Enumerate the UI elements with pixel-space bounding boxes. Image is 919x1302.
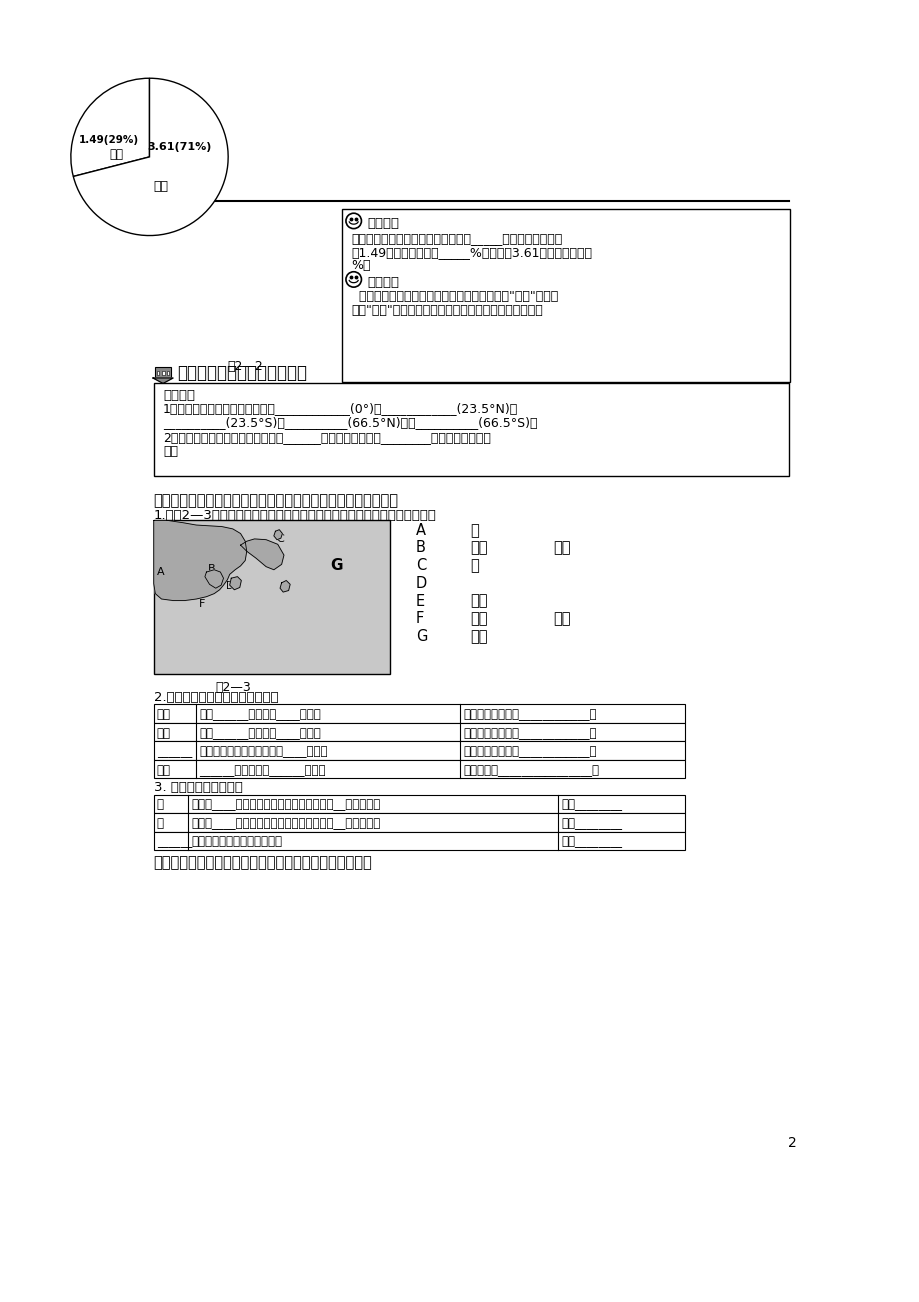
Text: 2、五带的划分：南北回归线之间是______带，北极圈以内是________带，南极圈以内是: 2、五带的划分：南北回归线之间是______带，北极圈以内是________带，… xyxy=(163,431,491,444)
Text: 例：________: 例：________ xyxy=(561,836,622,849)
Text: ______和它周围的______合起来: ______和它周围的______合起来 xyxy=(199,764,325,777)
Text: （一）读图认识大陆、半岛、岛屿、海、海峡、洋等地理事物。: （一）读图认识大陆、半岛、岛屿、海、海峡、洋等地理事物。 xyxy=(153,492,398,508)
Text: D: D xyxy=(415,575,426,591)
Text: 大洲: 大洲 xyxy=(156,764,171,777)
Polygon shape xyxy=(240,539,284,570)
Bar xyxy=(162,371,165,375)
Text: %。: %。 xyxy=(351,259,370,272)
Polygon shape xyxy=(153,521,246,600)
Text: G: G xyxy=(330,559,343,573)
Text: 知识准备: 知识准备 xyxy=(163,389,195,402)
Text: 海峡: 海峡 xyxy=(470,540,487,556)
Text: 世界最大的岛屿是____________。: 世界最大的岛屿是____________。 xyxy=(462,727,596,740)
Text: 为1.49亿平方千米，占_____%；海洋为3.61亿平方千米，占: 为1.49亿平方千米，占_____%；海洋为3.61亿平方千米，占 xyxy=(351,246,592,259)
Wedge shape xyxy=(71,78,149,177)
Text: 图2—2: 图2—2 xyxy=(227,361,263,374)
Text: 动动手：: 动动手： xyxy=(368,217,399,230)
Text: 带。: 带。 xyxy=(163,445,178,458)
Text: A: A xyxy=(415,523,425,538)
Text: D: D xyxy=(225,581,233,591)
Text: __________(23.5°S)、__________(66.5°N)、和__________(66.5°S)。: __________(23.5°S)、__________(66.5°N)、和_… xyxy=(163,417,537,430)
Text: 洋: 洋 xyxy=(470,559,478,573)
Bar xyxy=(153,812,684,832)
Text: 人们当初给地球起名的时候，为什么把它叫做"地球"，而不: 人们当初给地球起名的时候，为什么把它叫做"地球"，而不 xyxy=(351,290,558,303)
Bar xyxy=(153,760,684,779)
Text: G: G xyxy=(415,629,426,644)
Bar xyxy=(153,723,684,741)
Text: ______: ______ xyxy=(156,836,192,849)
Text: 例：________: 例：________ xyxy=(561,798,622,811)
Text: ______: ______ xyxy=(156,745,192,758)
Text: 大陆: 大陆 xyxy=(156,708,171,721)
Text: 1、在地图上找出五条重要纬线：____________(0°)、____________(23.5°N)、: 1、在地图上找出五条重要纬线：____________(0°)、________… xyxy=(163,402,517,415)
Bar xyxy=(156,371,159,375)
Bar xyxy=(153,521,390,674)
Bar xyxy=(155,367,171,378)
Text: 岛屿: 岛屿 xyxy=(156,727,171,740)
Text: A: A xyxy=(156,566,165,577)
Polygon shape xyxy=(279,581,289,592)
Text: 陆地伸进海洋的凸出部分，____面环海: 陆地伸进海洋的凸出部分，____面环海 xyxy=(199,745,327,758)
Text: B: B xyxy=(208,564,215,574)
Text: O: O xyxy=(233,579,240,589)
Bar xyxy=(342,208,789,381)
Text: 1.49(29%): 1.49(29%) xyxy=(78,134,139,145)
Text: 陆地: 陆地 xyxy=(552,612,570,626)
Polygon shape xyxy=(230,577,241,590)
Text: 1.读图2—3，图中字母代表不同的地理事物，将它们对号入座，用线连接。: 1.读图2—3，图中字母代表不同的地理事物，将它们对号入座，用线连接。 xyxy=(153,509,437,522)
Text: 洋: 洋 xyxy=(156,798,164,811)
Bar xyxy=(153,832,684,850)
Text: 海洋的____（中心、边缘）部分，离大陆较__（远、近）: 海洋的____（中心、边缘）部分，离大陆较__（远、近） xyxy=(191,798,380,811)
Text: e: e xyxy=(284,583,289,592)
Text: 海洋: 海洋 xyxy=(153,180,168,193)
Text: 动动脑：: 动动脑： xyxy=(368,276,399,289)
Text: 陆地: 陆地 xyxy=(109,148,123,161)
Text: 2.区分大洲、大陆、岛屿、半岛：: 2.区分大洲、大陆、岛屿、半岛： xyxy=(153,691,278,704)
Text: 大陆: 大陆 xyxy=(470,594,487,608)
Text: B: B xyxy=(415,540,425,556)
Text: 面积______的陆地，____面环海: 面积______的陆地，____面环海 xyxy=(199,727,321,740)
Bar xyxy=(153,794,684,812)
Text: 海: 海 xyxy=(470,523,478,538)
Text: 半岛: 半岛 xyxy=(470,629,487,644)
Text: 2: 2 xyxy=(787,1135,796,1150)
Text: F: F xyxy=(415,612,424,626)
Wedge shape xyxy=(74,78,228,236)
Text: 最大的洲是________________。: 最大的洲是________________。 xyxy=(462,764,598,777)
Text: 叫做"水球"呢？现在要不要给我们居住的星球改名字呢？: 叫做"水球"呢？现在要不要给我们居住的星球改名字呢？ xyxy=(351,305,542,318)
Text: （二）读图和填图，认识七大洲和四大洋的位置和特点。: （二）读图和填图，认识七大洲和四大洋的位置和特点。 xyxy=(153,855,372,871)
Text: 例：________: 例：________ xyxy=(561,816,622,829)
Text: 学习主题二：七大洲和四大洋: 学习主题二：七大洲和四大洋 xyxy=(176,365,307,383)
Bar xyxy=(153,741,684,760)
Text: 世界最大的半岛是____________。: 世界最大的半岛是____________。 xyxy=(462,745,596,758)
Bar xyxy=(153,704,684,723)
Bar xyxy=(153,383,789,475)
Bar xyxy=(166,371,169,375)
Text: 图2—3: 图2—3 xyxy=(215,681,250,694)
Text: C: C xyxy=(415,559,425,573)
Text: 是沟通两个海洋的狭窄水道。: 是沟通两个海洋的狭窄水道。 xyxy=(191,836,281,849)
Text: C: C xyxy=(276,534,284,543)
Text: 海: 海 xyxy=(156,816,164,829)
Polygon shape xyxy=(153,378,173,383)
Text: F: F xyxy=(199,599,205,609)
Text: 海洋: 海洋 xyxy=(552,540,570,556)
Text: 面积______的陆地，____面环海: 面积______的陆地，____面环海 xyxy=(199,708,321,721)
Text: 3. 区分洋、海、海峡：: 3. 区分洋、海、海峡： xyxy=(153,781,243,794)
Text: 海洋的____（中心、边缘）部分，离大陆较__（远、近）: 海洋的____（中心、边缘）部分，离大陆较__（远、近） xyxy=(191,816,380,829)
Polygon shape xyxy=(274,530,282,540)
Text: 岛屿: 岛屿 xyxy=(470,612,487,626)
Polygon shape xyxy=(205,570,223,589)
Text: E: E xyxy=(415,594,425,608)
Text: 3.61(71%): 3.61(71%) xyxy=(147,142,211,152)
Text: 你可以亲手计算一下：地球表面积为_____亿平方千米，陆地: 你可以亲手计算一下：地球表面积为_____亿平方千米，陆地 xyxy=(351,232,562,245)
Text: 世界最小的大陆是____________。: 世界最小的大陆是____________。 xyxy=(462,708,596,721)
